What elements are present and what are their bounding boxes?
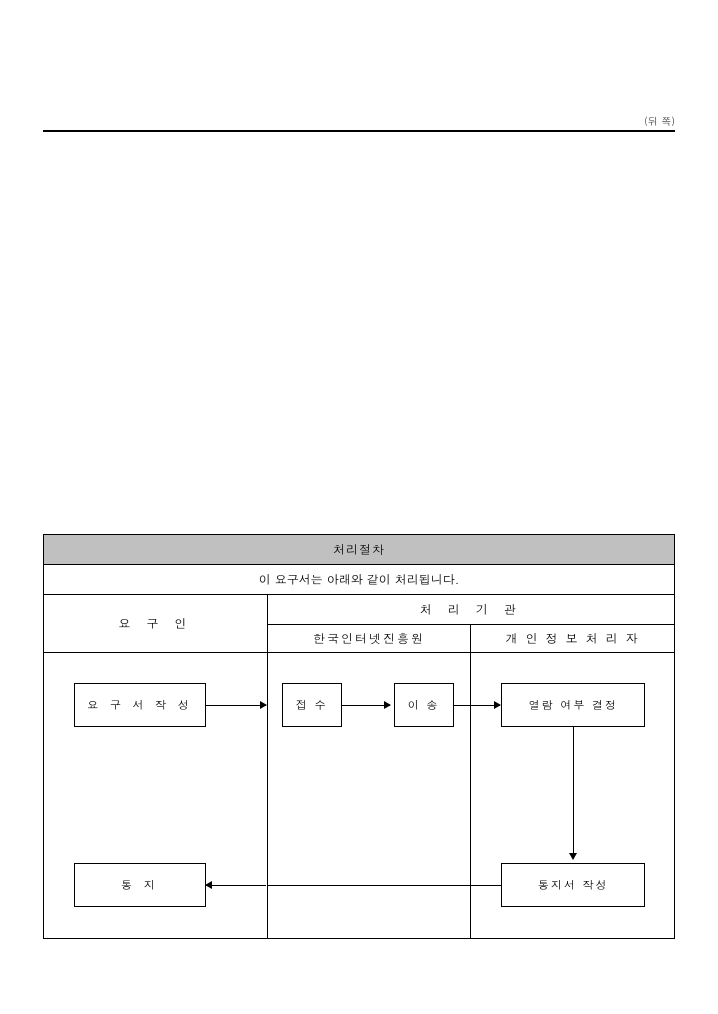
top-rule [43,130,675,132]
flow-cell-requester: 요 구 서 작 성 통 지 [44,653,268,939]
col-requester: 요 구 인 [44,595,268,653]
col-agency: 처 리 기 관 [267,595,674,625]
procedure-table: 처리절차 이 요구서는 아래와 같이 처리됩니다. 요 구 인 처 리 기 관 … [43,534,675,939]
arrow-icon [573,727,574,859]
arrow-icon [342,705,390,706]
table-title: 처리절차 [44,535,675,565]
node-transfer: 이 송 [394,683,454,727]
node-request-form: 요 구 서 작 성 [74,683,206,727]
node-receive: 접 수 [282,683,342,727]
arrow-line [471,885,501,886]
page-side-label: (뒤 쪽) [644,114,675,128]
node-decide: 열람 여부 결정 [501,683,645,727]
arrow-icon [206,705,266,706]
flow-cell-kisa: 접 수 이 송 [267,653,471,939]
page: (뒤 쪽) 처리절차 이 요구서는 아래와 같이 처리됩니다. 요 구 인 처 … [0,0,718,1014]
node-notify: 통 지 [74,863,206,907]
col-agency-sub2: 개 인 정 보 처 리 자 [471,625,675,653]
arrow-line [268,885,472,886]
table-description: 이 요구서는 아래와 같이 처리됩니다. [44,565,675,595]
flow-cell-controller: 열람 여부 결정 통지서 작성 [471,653,675,939]
arrow-icon [206,885,266,886]
col-agency-sub1: 한국인터넷진흥원 [267,625,471,653]
node-notice-doc: 통지서 작성 [501,863,645,907]
